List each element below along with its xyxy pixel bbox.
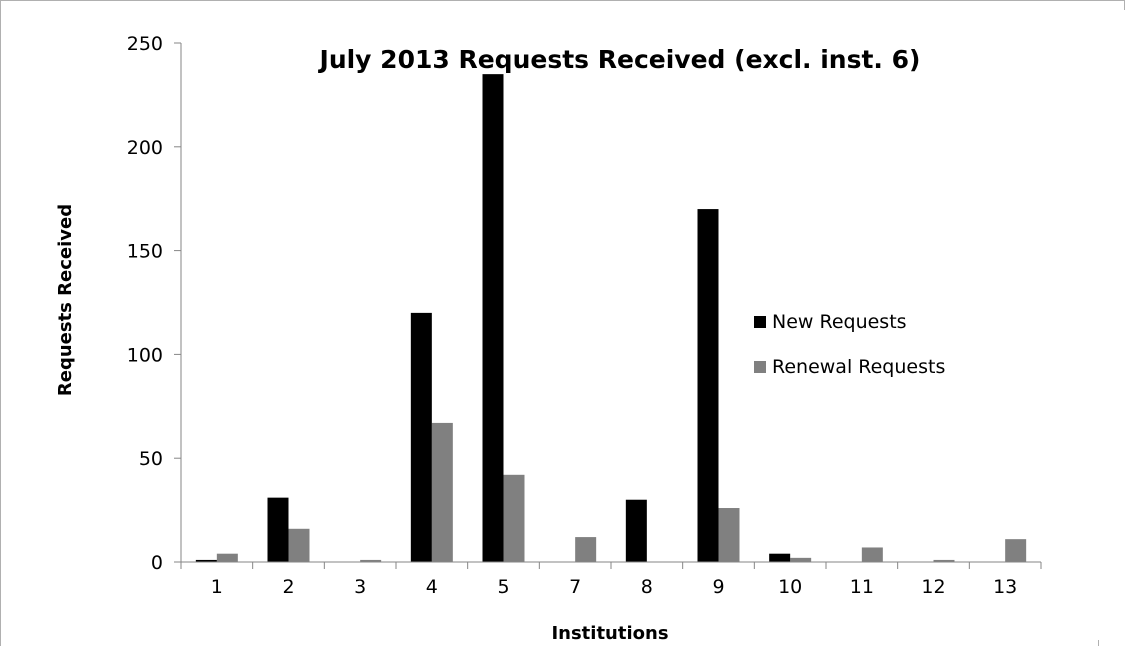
x-tick-label: 1 [211,576,223,598]
legend: New Requests Renewal Requests [754,311,945,378]
new-requests-bar [267,497,289,562]
y-tick-label: 100 [127,344,163,366]
renewal-requests-bar [933,559,955,562]
y-tick-label: 250 [127,33,163,55]
renewal-requests-bar [1005,539,1027,562]
x-tick-label: 7 [569,576,581,598]
renewal-requests-bar [288,528,310,562]
chart-title: July 2013 Requests Received (excl. inst.… [318,45,921,74]
x-tick-label: 2 [282,576,294,598]
new-requests-bar [195,559,217,562]
x-tick-label: 5 [497,576,509,598]
renewal-requests-bar [575,537,597,562]
x-axis-title: Institutions [551,623,668,644]
x-tick-label: 10 [778,576,802,598]
renewal-requests-bar [360,559,382,562]
y-tick-label: 200 [127,137,163,159]
legend-swatch-new [754,316,766,328]
y-tick-label: 50 [139,448,163,470]
x-tick-label: 13 [993,576,1017,598]
renewal-requests-bar [861,547,883,562]
y-tick-label: 150 [127,241,163,263]
x-tick-label: 12 [921,576,945,598]
renewal-requests-bar [216,553,238,562]
x-tick-label: 8 [641,576,653,598]
x-tick-label: 4 [426,576,438,598]
new-requests-bar [625,499,647,562]
renewal-requests-bar [503,474,525,562]
x-tick-label: 3 [354,576,366,598]
x-tick-label: 9 [712,576,724,598]
new-requests-bar [769,553,791,562]
legend-label-new: New Requests [772,311,907,333]
new-requests-bar [482,74,504,562]
new-requests-bar [410,312,432,562]
y-axis-title: Requests Received [55,204,76,396]
renewal-requests-bar [718,508,740,562]
x-tick-label: 11 [850,576,874,598]
new-requests-bar [697,209,719,562]
legend-label-renewal: Renewal Requests [772,356,945,378]
renewal-requests-bar [790,557,812,562]
legend-swatch-renewal [754,361,766,373]
renewal-requests-bar [431,422,453,562]
y-tick-label: 0 [151,552,163,574]
